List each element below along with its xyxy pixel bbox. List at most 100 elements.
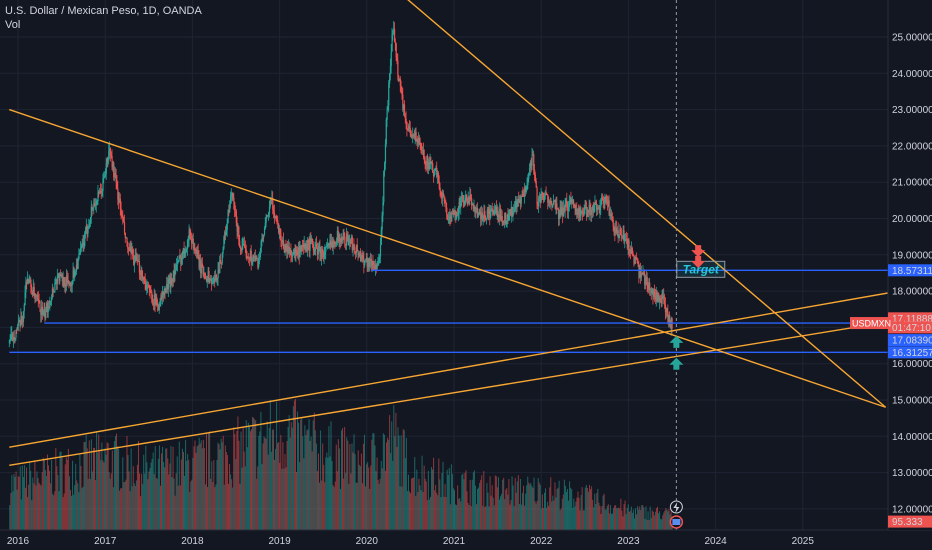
candle-body	[455, 211, 457, 218]
candle-body	[198, 257, 200, 268]
candle-body	[608, 200, 610, 216]
candle-body	[168, 278, 170, 280]
candle-body	[435, 167, 437, 169]
volume-bar	[95, 480, 97, 530]
volume-bar	[365, 486, 367, 530]
volume-bar	[547, 501, 549, 530]
arrow-down-icon	[691, 245, 706, 258]
time-axis[interactable]: 2016 2017 2018 2019 2020 2021 2022 2023 2024 2025	[0, 529, 932, 550]
candle-body	[145, 284, 147, 290]
candle-body	[524, 187, 527, 193]
candle-body	[354, 247, 356, 254]
volume-bar	[143, 454, 145, 530]
candle-body	[20, 316, 22, 326]
volume-bar	[97, 452, 99, 530]
volume-bar	[274, 459, 276, 530]
candle-body	[65, 275, 68, 286]
volume-bar	[501, 493, 503, 530]
candle-body	[259, 252, 261, 257]
volume-bar	[513, 506, 515, 530]
candle-body	[283, 247, 286, 253]
volume-bar	[122, 457, 124, 530]
candle-body	[22, 321, 24, 323]
candle-body	[77, 258, 79, 269]
candle-body	[212, 282, 214, 284]
candle-body	[325, 247, 327, 252]
candle-body	[641, 273, 643, 275]
candle-body	[133, 260, 136, 265]
annotations[interactable]: Target	[669, 245, 726, 529]
candle-body	[522, 194, 524, 196]
candle-body	[379, 244, 382, 257]
volume-bar	[156, 478, 158, 530]
volume-bar	[113, 441, 115, 530]
candle-body	[452, 209, 455, 214]
candle-body	[577, 209, 580, 215]
candle-body	[486, 210, 488, 219]
candle-body	[132, 249, 134, 256]
volume-bar	[601, 506, 603, 530]
volume-bar	[299, 462, 301, 530]
volume-bar	[595, 503, 597, 530]
candle-body	[10, 334, 12, 339]
volume-bar	[158, 445, 160, 530]
volume-bar	[390, 453, 392, 530]
volume-bar	[381, 468, 383, 530]
candle-body	[210, 278, 212, 280]
candle-body	[317, 249, 319, 255]
candle-body	[157, 305, 160, 311]
candle-body	[314, 248, 316, 251]
volume-bar	[86, 448, 88, 530]
candle-body	[299, 246, 301, 258]
volume-bar	[514, 477, 516, 530]
candle-body	[615, 227, 617, 234]
volume-bar	[213, 459, 215, 530]
candle-body	[340, 237, 343, 243]
candle-body	[210, 278, 213, 284]
candle-body	[53, 291, 55, 293]
candle-body	[448, 216, 450, 219]
candle-body	[548, 202, 551, 204]
candle-body	[215, 274, 217, 281]
volume-bar	[577, 491, 579, 530]
volume-bar	[271, 429, 273, 530]
volume-bar	[383, 434, 385, 530]
candle-body	[235, 211, 237, 224]
volume-bar	[486, 482, 488, 530]
candle-body	[15, 329, 17, 338]
volume-bar	[467, 502, 469, 530]
symbol-title[interactable]: U.S. Dollar / Mexican Peso, 1D, OANDA	[5, 5, 202, 17]
candle-body	[248, 257, 250, 259]
volume-bar	[356, 482, 358, 530]
volume-bar	[432, 469, 434, 530]
volume-bar	[436, 492, 438, 530]
volume-bar	[534, 501, 536, 530]
candle-body	[54, 283, 56, 292]
volume-bar	[517, 475, 519, 530]
candle-body	[229, 204, 231, 212]
candle-body	[17, 320, 20, 326]
volume-bar	[129, 491, 131, 530]
candle-body	[543, 197, 545, 201]
volume-bar	[96, 431, 98, 530]
volume-bar	[219, 449, 221, 530]
volume-bar	[249, 431, 251, 530]
volume-indicator-label[interactable]: Vol	[5, 19, 21, 31]
volume-bar	[314, 430, 316, 530]
trendlines[interactable]	[9, 0, 899, 467]
volume-bar	[556, 488, 558, 530]
volume-bar	[106, 442, 108, 530]
price-label-box	[888, 346, 932, 359]
time-axis-tick-label: 2022	[530, 536, 553, 547]
horizontal-lines[interactable]	[9, 269, 888, 354]
time-axis-tick-label: 2016	[7, 536, 30, 547]
volume-bar	[652, 511, 654, 530]
volume-bar	[616, 508, 618, 530]
candle-body	[443, 196, 445, 202]
candle-body	[244, 244, 246, 247]
candle-body	[468, 196, 470, 200]
volume-bar	[535, 503, 537, 530]
volume-bar	[643, 507, 645, 530]
candle-body	[583, 210, 585, 215]
